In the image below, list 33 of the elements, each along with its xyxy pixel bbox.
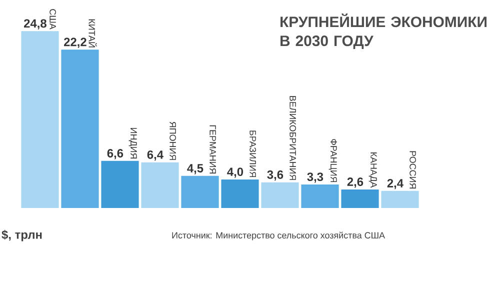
x-tick-label: США [50, 9, 56, 30]
x-tick-label: БРАЗИЛИЯ [250, 130, 256, 178]
data-label: 3,6 [267, 170, 284, 181]
data-label: 22,2 [64, 38, 86, 48]
y-axis-title: $, трлн [2, 230, 42, 242]
bar [21, 31, 59, 208]
data-label: 2,4 [387, 178, 404, 190]
x-tick-label: ЯПОНИЯ [170, 122, 176, 160]
chart-title: КРУПНЕЙШИЕ ЭКОНОМИКИ В 2030 ГОДУ [280, 14, 486, 49]
x-tick-label: ИНДИЯ [128, 128, 137, 158]
text: Источник: Министерство сельского хозяйства США [172, 232, 385, 240]
bar [141, 162, 179, 208]
x-tick-label: РОССИЯ [410, 151, 416, 188]
data-label: 4,5 [187, 164, 204, 174]
bar [101, 160, 139, 208]
bar [341, 189, 379, 208]
bar [381, 190, 419, 208]
data-label: 3,3 [307, 172, 324, 183]
x-tick-label: ГЕРМАНИЯ [210, 125, 216, 174]
x-tick-label: ВЕЛИКОБРИТАНИЯ [290, 96, 296, 180]
x-tick-label: ФРАНЦИЯ [328, 139, 337, 182]
bar [301, 184, 339, 208]
x-tick-label: КАНАДА [368, 152, 377, 188]
data-label: 2,6 [347, 178, 364, 188]
x-tick-label: КИТАЙ [88, 19, 97, 48]
data-label: 24,8 [24, 19, 46, 30]
bar [261, 182, 299, 208]
data-label: 4,0 [227, 168, 244, 178]
bar [221, 179, 259, 208]
bar [181, 176, 219, 208]
bar [61, 50, 99, 208]
data-label: 6,6 [107, 149, 124, 160]
data-label: 6,4 [147, 150, 164, 161]
